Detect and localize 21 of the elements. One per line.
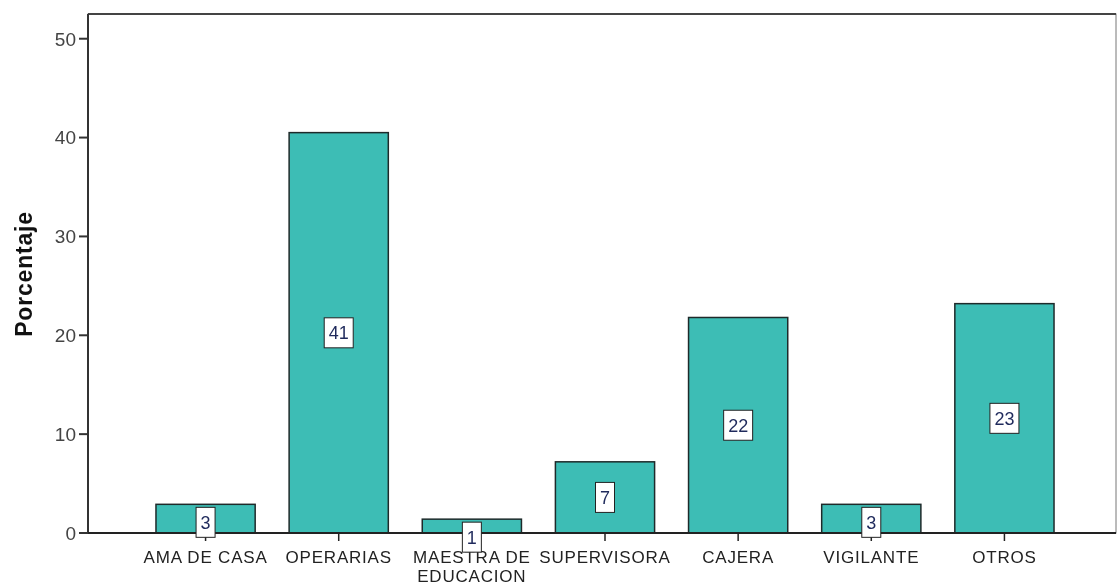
data-label: 22 xyxy=(728,415,749,436)
data-label: 7 xyxy=(599,487,611,508)
x-tick-label: OTROS xyxy=(972,548,1037,567)
data-label: 23 xyxy=(994,408,1015,429)
y-tick-label: 10 xyxy=(54,423,76,445)
x-tick-label: OPERARIAS xyxy=(285,548,392,567)
data-label: 41 xyxy=(328,323,349,344)
x-tick-label: AMA DE CASA xyxy=(143,548,268,567)
y-tick-label: 40 xyxy=(54,127,76,149)
y-tick-label: 50 xyxy=(54,28,76,50)
y-tick-label: 0 xyxy=(65,522,76,544)
x-tick-label: CAJERA xyxy=(702,548,775,567)
x-tick-label: MAESTRA DE EDUCACION xyxy=(413,548,531,585)
y-tick-label: 30 xyxy=(54,226,76,248)
data-label: 3 xyxy=(866,512,877,533)
data-label: 3 xyxy=(200,512,211,533)
x-tick-label: VIGILANTE xyxy=(823,548,920,567)
data-label: 1 xyxy=(466,527,477,548)
x-tick-label: SUPERVISORA xyxy=(539,548,671,567)
y-tick-label: 20 xyxy=(54,325,76,347)
y-axis-title: Porcentaje xyxy=(11,211,37,337)
